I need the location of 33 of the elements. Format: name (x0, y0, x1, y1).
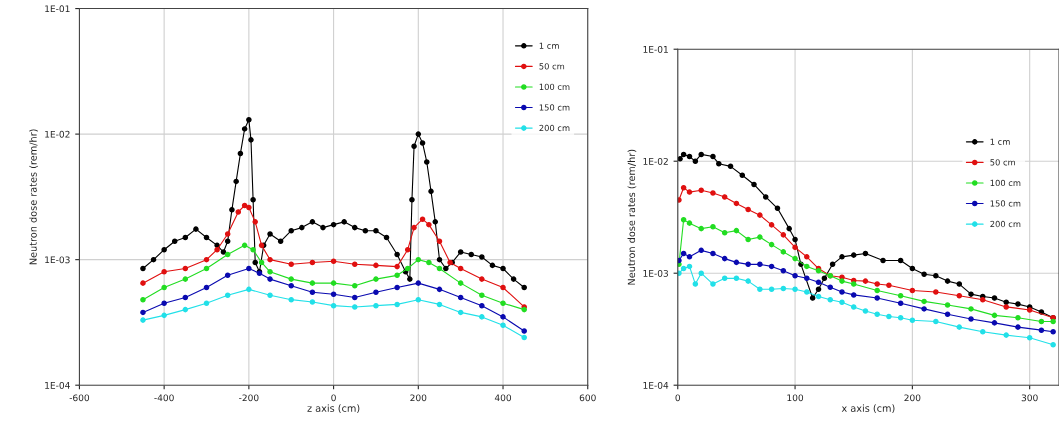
x-tick-label: 100 (787, 394, 804, 402)
legend-label: 1 cm (990, 138, 1010, 145)
legend-label: 200 cm (990, 220, 1021, 228)
legend-label: 50 cm (539, 63, 565, 70)
x-tick-label: 0 (331, 394, 336, 402)
x-tick-label: 400 (494, 394, 512, 402)
x-tick-label: 200 (904, 394, 921, 402)
x-tick-label: -600 (69, 394, 90, 402)
x-tick-label: -200 (239, 394, 259, 402)
y-axis-title: Neutron dose rates (rem/hr) (627, 149, 637, 285)
x-tick-label: 300 (1021, 394, 1038, 402)
legend-label: 1 cm (539, 42, 559, 49)
y-tick-label: 1E-03 (45, 256, 70, 264)
y-tick-label: 1E-04 (643, 381, 669, 389)
x-axis-title: x axis (cm) (841, 404, 895, 414)
x-axis-title: z axis (cm) (307, 404, 360, 414)
legend-label: 100 cm (539, 83, 570, 91)
y-tick-label: 1E-01 (45, 5, 70, 13)
legend-label: 200 cm (539, 124, 570, 132)
x-tick-label: 600 (579, 394, 596, 402)
y-tick-label: 1E-01 (643, 45, 668, 53)
y-tick-label: 1E-02 (643, 157, 668, 165)
legend-label: 50 cm (990, 159, 1015, 166)
y-tick-label: 1E-03 (643, 269, 669, 277)
x-tick-label: 200 (410, 394, 427, 402)
legend-label: 150 cm (539, 104, 570, 111)
x-tick-label: 0 (675, 394, 681, 402)
y-tick-label: 1E-04 (45, 381, 70, 389)
legend-label: 150 cm (990, 200, 1021, 207)
legend-label: 100 cm (990, 179, 1021, 187)
y-axis-title: Neutron dose rates (rem/hr) (29, 129, 38, 265)
x-tick-label: -400 (154, 394, 174, 402)
y-tick-label: 1E-02 (45, 130, 70, 138)
